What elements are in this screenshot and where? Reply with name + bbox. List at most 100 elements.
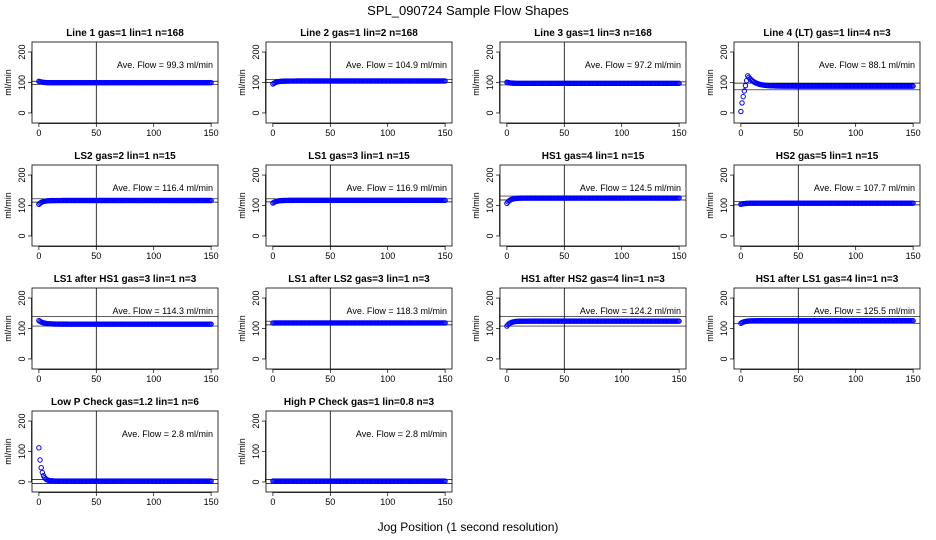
y-axis-label: ml/min bbox=[471, 69, 481, 96]
figure-title: SPL_090724 Sample Flow Shapes bbox=[367, 3, 569, 18]
y-tick-label: 100 bbox=[719, 321, 729, 336]
y-tick-label: 200 bbox=[719, 168, 729, 183]
x-tick-label: 150 bbox=[672, 374, 687, 384]
y-tick-label: 0 bbox=[251, 479, 261, 484]
average-flow-label: Ave. Flow = 116.4 ml/min bbox=[113, 183, 213, 193]
data-point bbox=[442, 78, 448, 84]
x-tick-label: 100 bbox=[380, 128, 395, 138]
panel-title: HS1 gas=4 lin=1 n=15 bbox=[542, 151, 645, 162]
average-flow-label: Ave. Flow = 2.8 ml/min bbox=[122, 429, 213, 439]
x-tick-label: 0 bbox=[36, 128, 41, 138]
panel-title: Line 3 gas=1 lin=3 n=168 bbox=[534, 28, 652, 39]
data-point bbox=[442, 197, 448, 204]
data-point bbox=[910, 83, 916, 89]
y-tick-label: 200 bbox=[17, 45, 27, 60]
y-axis-label: ml/min bbox=[705, 69, 715, 96]
x-tick-label: 0 bbox=[738, 374, 743, 384]
x-tick-label: 150 bbox=[438, 497, 453, 507]
plot-frame bbox=[31, 164, 219, 247]
x-tick-label: 0 bbox=[270, 374, 275, 384]
data-point bbox=[910, 318, 916, 324]
y-tick-label: 0 bbox=[719, 233, 729, 238]
average-flow-label: Ave. Flow = 104.9 ml/min bbox=[346, 60, 447, 70]
y-axis-label: ml/min bbox=[3, 315, 13, 342]
data-point bbox=[739, 100, 745, 106]
data-point bbox=[442, 320, 448, 326]
data-points bbox=[36, 197, 214, 207]
x-tick-label: 50 bbox=[793, 128, 803, 138]
x-tick-label: 50 bbox=[91, 128, 101, 138]
y-axis-label: ml/min bbox=[471, 315, 481, 342]
average-flow-label: Ave. Flow = 97.2 ml/min bbox=[585, 60, 681, 70]
x-tick-label: 0 bbox=[504, 128, 509, 138]
x-tick-label: 0 bbox=[270, 128, 275, 138]
panel-title: High P Check gas=1 lin=0.8 n=3 bbox=[284, 397, 435, 408]
y-tick-label: 100 bbox=[17, 444, 27, 459]
x-tick-label: 150 bbox=[438, 251, 453, 261]
x-tick-label: 150 bbox=[672, 128, 687, 138]
y-tick-label: 100 bbox=[17, 321, 27, 336]
panel-11: HS1 after HS2 gas=4 lin=1 n=3 0 50 100 150 0 1… bbox=[471, 274, 687, 384]
x-tick-label: 100 bbox=[848, 128, 863, 138]
y-tick-label: 100 bbox=[719, 75, 729, 90]
panel-title: LS1 after HS1 gas=3 lin=1 n=3 bbox=[54, 274, 197, 285]
x-tick-label: 100 bbox=[146, 251, 161, 261]
y-tick-label: 100 bbox=[251, 444, 261, 459]
data-point bbox=[910, 200, 916, 206]
x-tick-label: 150 bbox=[204, 497, 219, 507]
data-points bbox=[36, 78, 214, 86]
data-points bbox=[36, 317, 214, 327]
data-point bbox=[676, 80, 682, 87]
data-point bbox=[208, 321, 214, 327]
y-tick-label: 200 bbox=[719, 291, 729, 306]
panel-6: LS1 gas=3 lin=1 n=15 0 50 100 150 0 100 200 ml/m… bbox=[237, 151, 453, 261]
plot-frame bbox=[265, 287, 453, 370]
panel-8: HS2 gas=5 lin=1 n=15 0 50 100 150 0 100 200 ml/m… bbox=[705, 151, 921, 261]
x-tick-label: 150 bbox=[906, 128, 921, 138]
data-point bbox=[742, 82, 749, 89]
x-tick-label: 100 bbox=[614, 374, 629, 384]
panel-title: HS2 gas=5 lin=1 n=15 bbox=[776, 151, 879, 162]
x-tick-label: 50 bbox=[559, 128, 569, 138]
y-axis-label: ml/min bbox=[237, 69, 247, 96]
y-tick-label: 0 bbox=[485, 110, 495, 115]
y-tick-label: 100 bbox=[251, 198, 261, 213]
x-tick-label: 150 bbox=[438, 128, 453, 138]
panel-7: HS1 gas=4 lin=1 n=15 0 50 100 150 0 100 200 ml/m… bbox=[471, 151, 687, 261]
panel-2: Line 2 gas=1 lin=2 n=168 0 50 100 150 0 100 200… bbox=[237, 28, 453, 138]
y-tick-label: 0 bbox=[17, 356, 27, 361]
x-tick-label: 50 bbox=[325, 374, 335, 384]
y-axis-label: ml/min bbox=[471, 192, 481, 219]
y-tick-label: 100 bbox=[719, 198, 729, 213]
average-flow-label: Ave. Flow = 124.2 ml/min bbox=[580, 306, 681, 316]
x-tick-label: 0 bbox=[738, 128, 743, 138]
data-point bbox=[442, 478, 448, 484]
y-tick-label: 200 bbox=[485, 291, 495, 306]
x-tick-label: 50 bbox=[793, 374, 803, 384]
x-tick-label: 100 bbox=[146, 128, 161, 138]
data-point bbox=[37, 457, 43, 463]
y-tick-label: 0 bbox=[17, 110, 27, 115]
y-tick-label: 0 bbox=[17, 233, 27, 238]
x-tick-label: 0 bbox=[270, 497, 275, 507]
x-tick-label: 50 bbox=[559, 374, 569, 384]
x-tick-label: 100 bbox=[848, 374, 863, 384]
data-point bbox=[208, 80, 214, 86]
average-flow-label: Ave. Flow = 88.1 ml/min bbox=[819, 60, 915, 70]
panel-9: LS1 after HS1 gas=3 lin=1 n=3 0 50 100 150 0 1… bbox=[3, 274, 219, 384]
y-tick-label: 100 bbox=[17, 198, 27, 213]
x-tick-label: 100 bbox=[848, 251, 863, 261]
y-tick-label: 0 bbox=[251, 233, 261, 238]
x-tick-label: 100 bbox=[380, 251, 395, 261]
panel-grid: Line 1 gas=1 lin=1 n=168 0 50 100 150 0 100 200… bbox=[3, 28, 921, 507]
x-tick-label: 150 bbox=[204, 374, 219, 384]
x-tick-label: 100 bbox=[614, 251, 629, 261]
average-flow-label: Ave. Flow = 118.3 ml/min bbox=[347, 306, 447, 316]
x-tick-label: 100 bbox=[146, 374, 161, 384]
y-axis-label: ml/min bbox=[3, 192, 13, 219]
panel-title: Line 2 gas=1 lin=2 n=168 bbox=[300, 28, 418, 39]
x-tick-label: 100 bbox=[146, 497, 161, 507]
panel-title: HS1 after HS2 gas=4 lin=1 n=3 bbox=[521, 274, 665, 285]
y-tick-label: 200 bbox=[251, 414, 261, 429]
panel-title: HS1 after LS1 gas=4 lin=1 n=3 bbox=[756, 274, 899, 285]
